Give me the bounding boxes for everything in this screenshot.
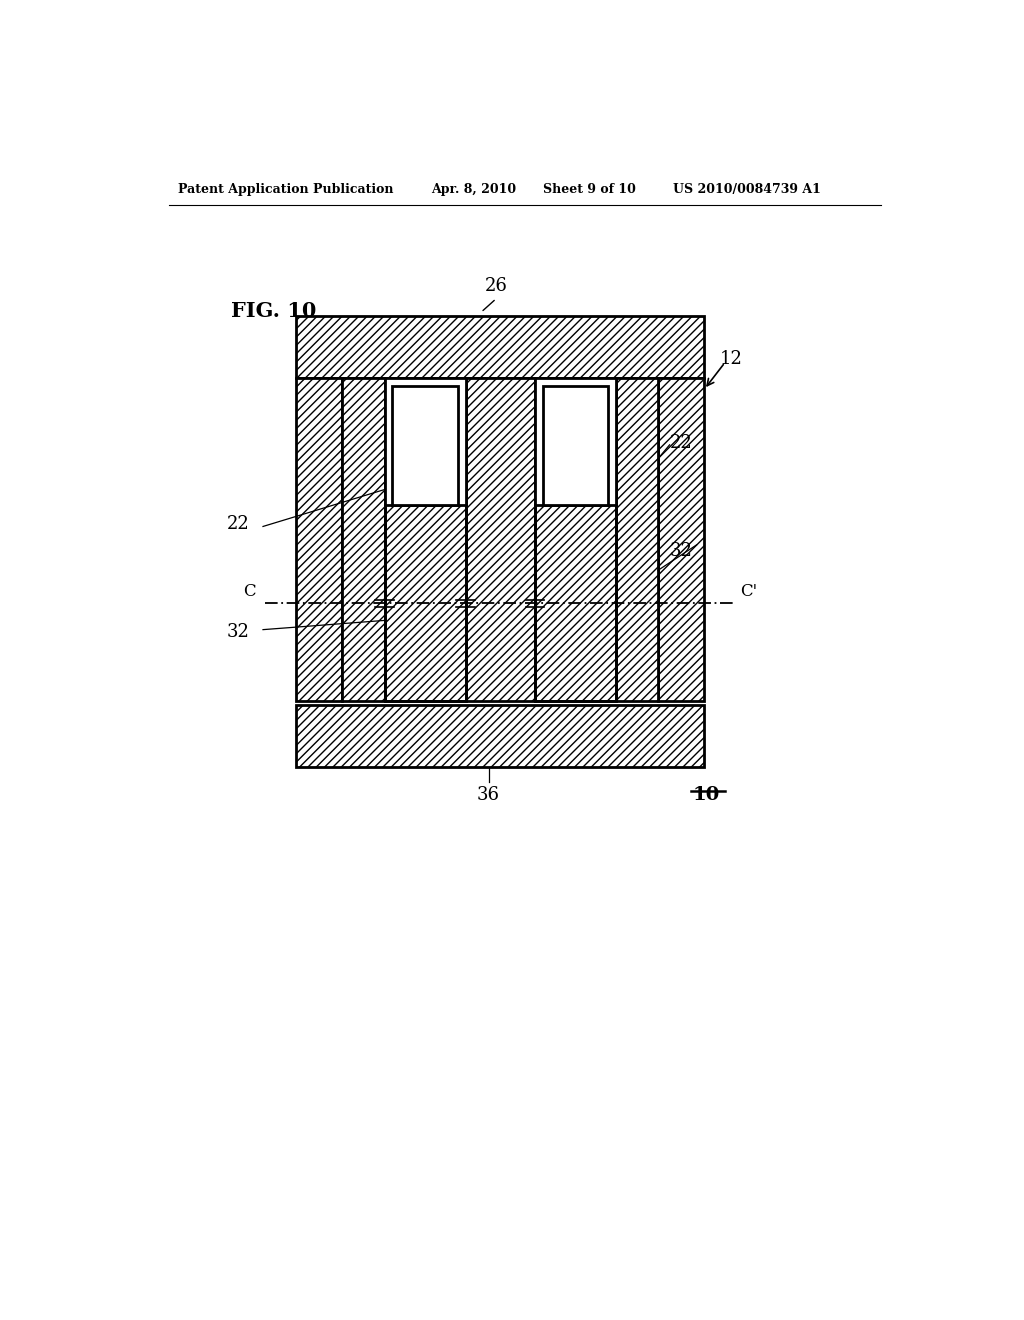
- Bar: [296, 378, 342, 701]
- Bar: [392, 385, 458, 506]
- Bar: [385, 378, 466, 701]
- Text: 32: 32: [226, 623, 250, 642]
- Text: 12: 12: [720, 350, 742, 367]
- Bar: [535, 506, 615, 701]
- Bar: [543, 385, 608, 506]
- Bar: [535, 378, 615, 701]
- Text: Sheet 9 of 10: Sheet 9 of 10: [543, 183, 635, 197]
- Bar: [385, 378, 466, 701]
- Text: 10: 10: [692, 785, 720, 804]
- Bar: [296, 705, 705, 767]
- Bar: [615, 378, 658, 701]
- Text: 36: 36: [477, 785, 500, 804]
- Text: US 2010/0084739 A1: US 2010/0084739 A1: [674, 183, 821, 197]
- Text: Apr. 8, 2010: Apr. 8, 2010: [431, 183, 516, 197]
- Text: FIG. 10: FIG. 10: [230, 301, 316, 321]
- Text: C: C: [243, 582, 255, 599]
- Bar: [535, 378, 615, 701]
- Text: 26: 26: [484, 277, 508, 296]
- Bar: [466, 378, 535, 701]
- Bar: [296, 317, 705, 378]
- Text: Patent Application Publication: Patent Application Publication: [178, 183, 394, 197]
- Bar: [342, 378, 385, 701]
- Text: 22: 22: [226, 515, 250, 533]
- Text: C': C': [740, 582, 758, 599]
- Bar: [385, 506, 466, 701]
- Text: 22: 22: [670, 434, 692, 453]
- Text: 32: 32: [670, 543, 692, 560]
- Bar: [658, 378, 705, 701]
